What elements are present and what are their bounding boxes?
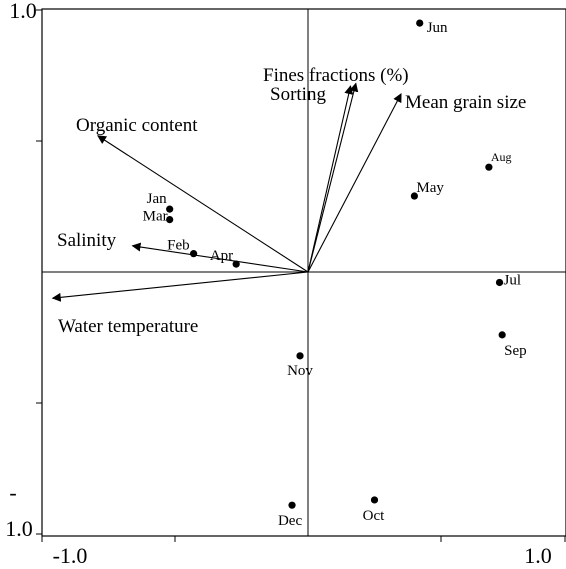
vector-arrow	[307, 85, 354, 273]
sample-marker	[190, 250, 198, 258]
sample-points: Jan Mar Feb Apr Jun May Aug Jul Sep Nov Dec Oct	[143, 19, 527, 529]
vector-salinity: Salinity	[57, 230, 309, 273]
sample-point-dec: Dec	[278, 501, 302, 529]
sample-label: Dec	[278, 513, 302, 529]
sample-label: Oct	[363, 508, 385, 524]
sample-label: Jun	[427, 20, 448, 36]
vector-mean-grain-size: Mean grain size	[307, 92, 526, 273]
vector-label: Water temperature	[58, 316, 198, 337]
sample-marker	[485, 163, 493, 171]
sample-label: Feb	[167, 238, 190, 254]
vector-label: Salinity	[57, 230, 117, 251]
sample-marker	[288, 501, 296, 509]
sample-point-may: May	[410, 180, 444, 200]
sample-marker	[166, 205, 174, 213]
sample-marker	[410, 192, 418, 200]
vector-sorting: Sorting	[270, 84, 354, 273]
sample-label: Nov	[287, 363, 313, 379]
sample-marker	[498, 331, 506, 339]
vector-organic-content: Organic content	[76, 115, 309, 273]
sample-marker	[296, 352, 304, 360]
sample-marker	[166, 216, 174, 224]
sample-marker	[495, 278, 504, 287]
sample-label: Jul	[504, 272, 522, 288]
sample-marker	[416, 19, 424, 27]
vector-arrow	[307, 93, 402, 273]
vector-arrow	[131, 242, 309, 273]
vector-label: Fines fractions (%)	[263, 65, 409, 86]
sample-label: May	[416, 180, 444, 196]
axis-ticks: -1.0 1.01.0-1.0	[5, 0, 566, 568]
vector-arrow	[97, 135, 309, 273]
vector-label: Organic content	[76, 115, 198, 136]
sample-marker	[232, 260, 240, 268]
sample-point-apr: Apr	[210, 248, 240, 268]
sample-label: Aug	[491, 150, 512, 164]
sample-marker	[370, 496, 379, 504]
sample-label: Apr	[210, 248, 233, 264]
sample-point-mar: Mar	[143, 209, 174, 225]
sample-label: Sep	[504, 343, 527, 359]
x-tick-label: -1.0	[53, 543, 88, 568]
sample-point-oct: Oct	[363, 496, 385, 524]
vector-fines-fractions: Fines fractions (%)	[263, 65, 409, 273]
svg-text:1.0: 1.0	[5, 516, 33, 541]
sample-label: Mar	[143, 209, 168, 225]
vector-arrow	[307, 82, 359, 273]
sample-point-nov: Nov	[287, 352, 313, 379]
sample-point-jun: Jun	[416, 19, 448, 36]
vector-label: Sorting	[270, 84, 326, 105]
y-tick-label: 1.0	[9, 0, 37, 23]
sample-point-jan: Jan	[147, 191, 174, 213]
vector-arrow	[51, 271, 309, 302]
x-tick-label: 1.0	[524, 543, 552, 568]
vector-water-temperature: Water temperature	[51, 271, 309, 337]
sample-point-aug: Aug	[485, 150, 512, 171]
environmental-vectors: Fines fractions (%)Sorting Mean grain siz…	[51, 65, 526, 337]
vector-label: Mean grain size	[405, 92, 526, 113]
svg-text:-: -	[9, 480, 16, 505]
sample-point-sep: Sep	[498, 331, 527, 359]
sample-point-feb: Feb	[167, 238, 198, 258]
sample-label: Jan	[147, 191, 167, 207]
y-tick-label: - 1.0	[5, 480, 33, 541]
sample-point-jul: Jul	[495, 272, 522, 288]
